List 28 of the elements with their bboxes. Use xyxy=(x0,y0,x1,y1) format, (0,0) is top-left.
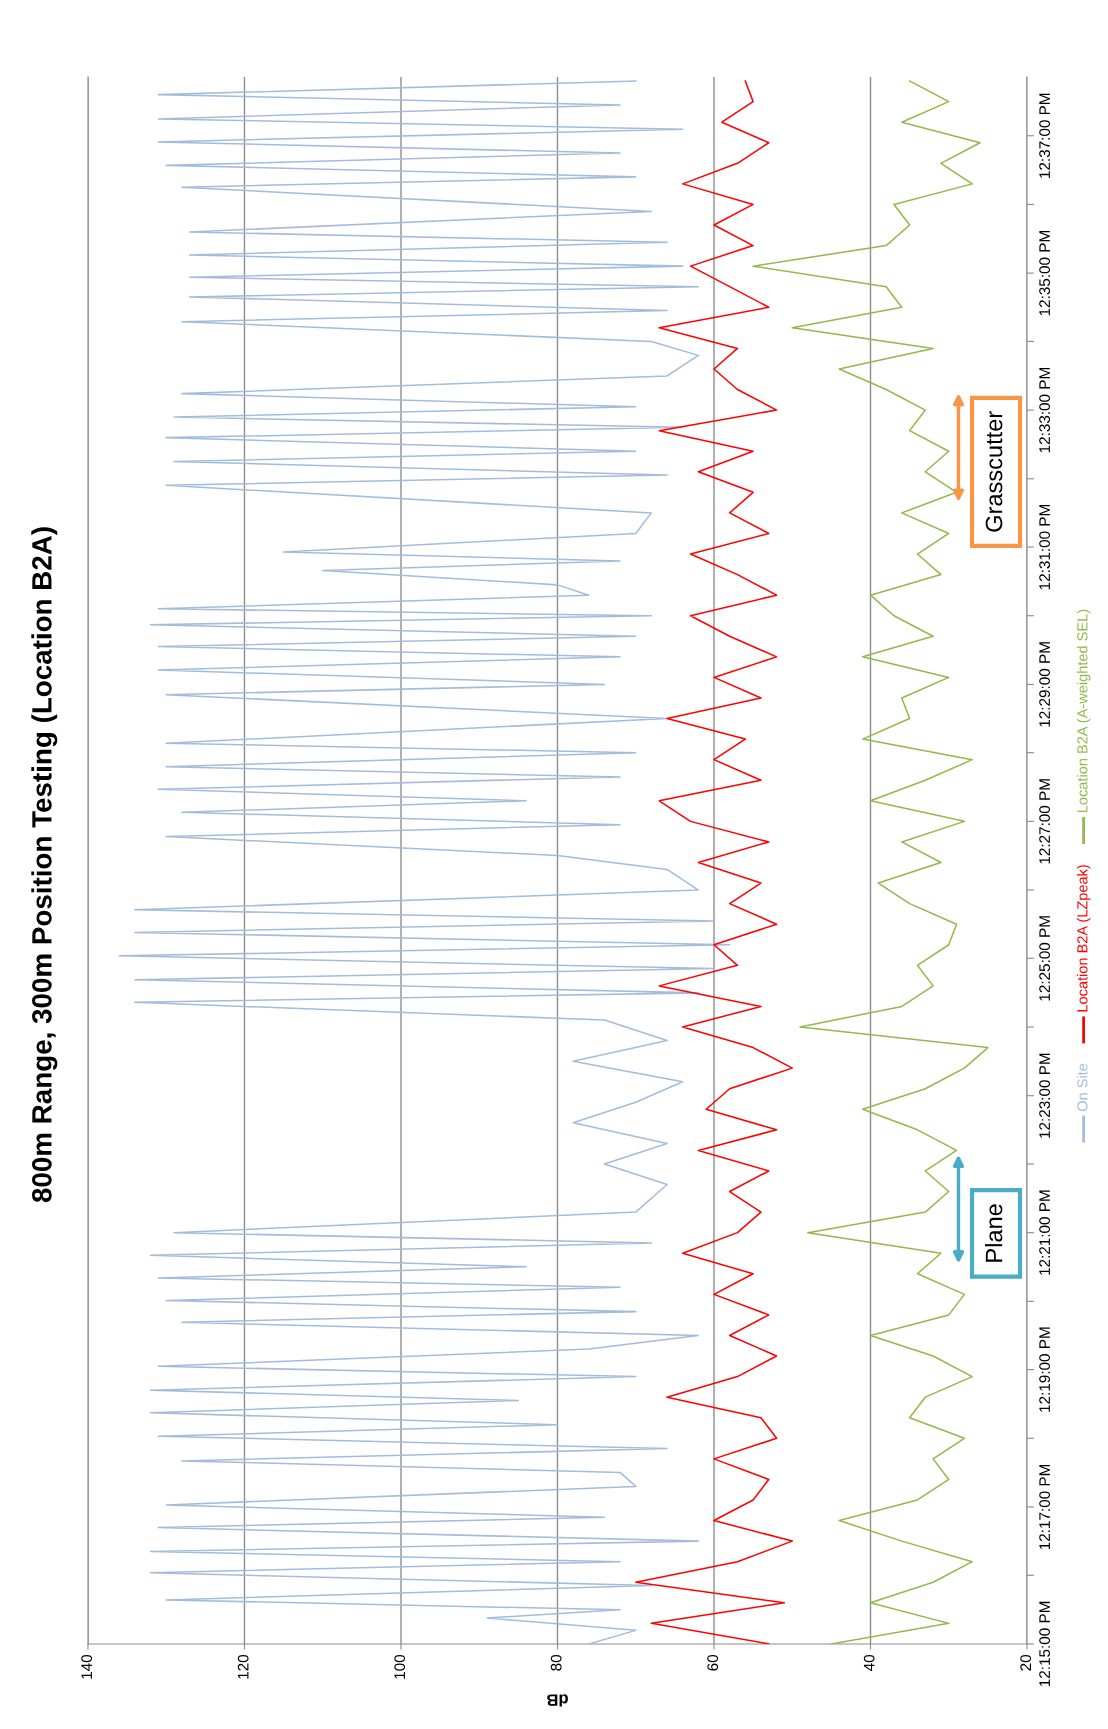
annotation: Grasscutter xyxy=(985,411,1003,532)
y-tick-label: 12:23:00 PM xyxy=(1039,1053,1051,1138)
x-tick-label: 40 xyxy=(863,1654,875,1671)
y-tick-label: 12:21:00 PM xyxy=(1039,1190,1051,1275)
x-tick-label: 20 xyxy=(1020,1654,1032,1671)
x-tick-label: 120 xyxy=(237,1654,249,1679)
x-tick-label: 80 xyxy=(550,1654,562,1671)
y-tick-label: 12:29:00 PM xyxy=(1039,642,1051,727)
y-tick-label: 12:15:00 PM xyxy=(1039,1601,1051,1687)
y-tick-label: 12:25:00 PM xyxy=(1039,916,1051,1001)
line-series xyxy=(634,80,794,1644)
line-series xyxy=(118,80,731,1644)
y-tick-label: 12:19:00 PM xyxy=(1039,1327,1051,1412)
x-axis-title: dB xyxy=(547,1694,568,1707)
y-tick-label: 12:27:00 PM xyxy=(1039,779,1051,864)
text: 800m Range, 300m Position Testing (Location B2A) xyxy=(31,527,58,1203)
x-tick-label: 60 xyxy=(707,1654,719,1671)
text: On Site xyxy=(1076,1063,1088,1112)
y-tick-label: 12:31:00 PM xyxy=(1039,504,1051,590)
text: Location B2A (A-weighted SEL) xyxy=(1076,609,1091,813)
x-tick-label: 140 xyxy=(81,1654,93,1679)
text: Location B2A (LZpeak) xyxy=(1076,865,1091,1012)
y-tick-label: 12:35:00 PM xyxy=(1039,231,1051,316)
x-tick-label: 100 xyxy=(394,1654,406,1679)
y-tick-label: 12:17:00 PM xyxy=(1039,1464,1051,1550)
y-tick-label: 12:37:00 PM xyxy=(1039,93,1051,178)
y-tick-label: 12:33:00 PM xyxy=(1039,368,1051,453)
annotation: Plane xyxy=(985,1204,1003,1262)
